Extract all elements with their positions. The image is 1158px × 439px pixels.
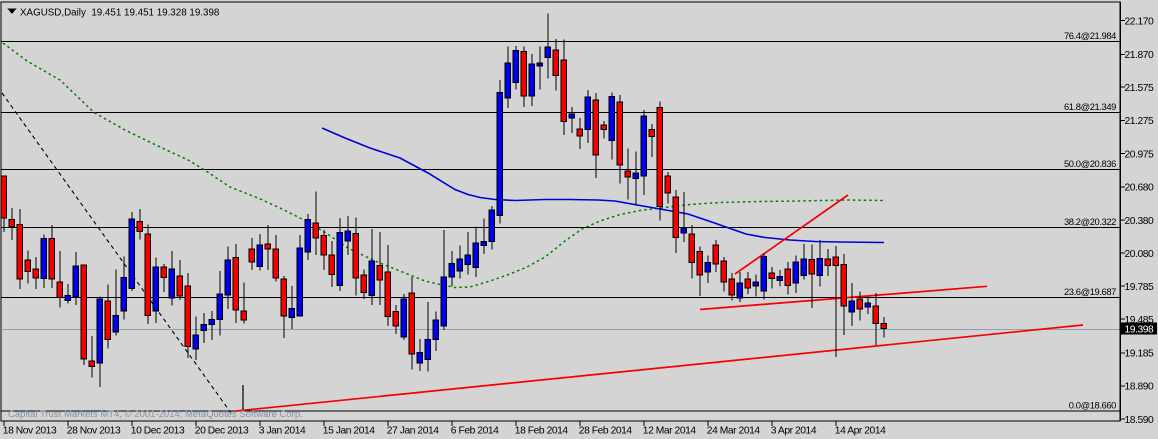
svg-text:14 Apr 2014: 14 Apr 2014 [835, 426, 886, 437]
svg-text:20.080: 20.080 [1125, 249, 1155, 260]
svg-text:20.680: 20.680 [1125, 183, 1155, 194]
svg-text:19.485: 19.485 [1125, 315, 1155, 326]
svg-text:61.8@21.349: 61.8@21.349 [1064, 101, 1116, 112]
svg-text:76.4@21.984: 76.4@21.984 [1064, 30, 1116, 41]
svg-text:20 Dec 2013: 20 Dec 2013 [195, 426, 249, 437]
svg-text:6 Feb 2014: 6 Feb 2014 [451, 426, 499, 437]
svg-text:18.890: 18.890 [1125, 382, 1155, 393]
svg-text:18 Feb 2014: 18 Feb 2014 [515, 426, 569, 437]
svg-text:19.785: 19.785 [1125, 282, 1155, 293]
svg-text:28 Nov 2013: 28 Nov 2013 [67, 426, 121, 437]
svg-text:38.2@20.322: 38.2@20.322 [1064, 216, 1116, 227]
svg-text:20.380: 20.380 [1125, 216, 1155, 227]
svg-text:18 Nov 2013: 18 Nov 2013 [3, 426, 57, 437]
svg-text:18.590: 18.590 [1125, 415, 1155, 426]
svg-text:21.575: 21.575 [1125, 83, 1155, 94]
svg-text:27 Jan 2014: 27 Jan 2014 [387, 426, 439, 437]
svg-text:28 Feb 2014: 28 Feb 2014 [579, 426, 633, 437]
svg-text:15 Jan 2014: 15 Jan 2014 [323, 426, 375, 437]
svg-text:10 Dec 2013: 10 Dec 2013 [131, 426, 185, 437]
svg-text:50.0@20.836: 50.0@20.836 [1064, 158, 1116, 169]
svg-text:23.6@19.687: 23.6@19.687 [1064, 286, 1116, 297]
svg-text:12 Mar 2014: 12 Mar 2014 [643, 426, 697, 437]
svg-text:21.275: 21.275 [1125, 116, 1155, 127]
svg-text:19.185: 19.185 [1125, 349, 1155, 360]
svg-text:3 Apr 2014: 3 Apr 2014 [771, 426, 817, 437]
svg-text:Capital Trust Markets MT4, © 2: Capital Trust Markets MT4, © 2001-2014, … [8, 409, 303, 420]
svg-text:19.398: 19.398 [1125, 324, 1155, 335]
svg-text:0.0@18.660: 0.0@18.660 [1069, 400, 1116, 411]
svg-text:20.975: 20.975 [1125, 149, 1155, 160]
svg-text:XAGUSD,Daily 19.451 19.451 19: XAGUSD,Daily 19.451 19.451 19.328 19.398 [20, 8, 220, 19]
svg-text:24 Mar 2014: 24 Mar 2014 [707, 426, 761, 437]
svg-text:21.870: 21.870 [1125, 50, 1155, 61]
svg-text:3 Jan 2014: 3 Jan 2014 [259, 426, 306, 437]
svg-text:22.170: 22.170 [1125, 17, 1155, 28]
